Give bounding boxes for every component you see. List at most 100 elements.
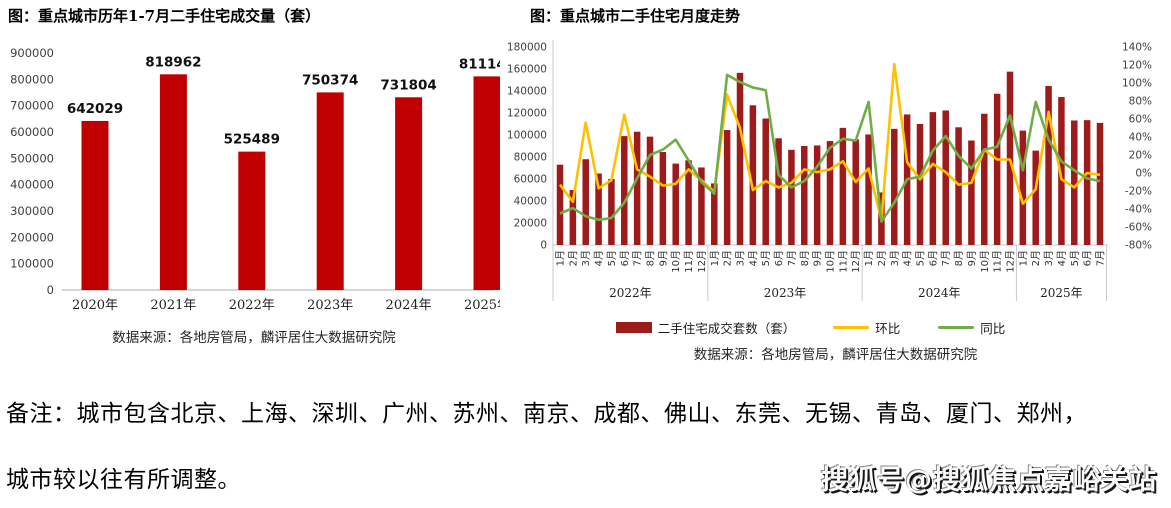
bar-2022年 — [238, 151, 266, 290]
month-tick-label: 8月 — [799, 250, 811, 266]
left-axis-tick-label: 0 — [540, 240, 547, 252]
month-bar — [621, 136, 628, 245]
month-bar — [801, 146, 808, 245]
month-tick-label: 6月 — [927, 250, 939, 266]
legend-item-mom: 环比 — [833, 318, 900, 337]
right-axis-tick-label: 140% — [1122, 42, 1152, 54]
legend-item-yoy: 同比 — [938, 318, 1005, 337]
month-tick-label: 9月 — [966, 250, 978, 266]
left-axis-tick-label: 80000 — [514, 152, 547, 164]
month-bar — [672, 163, 679, 245]
month-bar — [826, 141, 834, 245]
month-tick-label: 5月 — [760, 250, 772, 266]
month-tick-label: 4月 — [1056, 250, 1068, 266]
month-tick-label: 8月 — [953, 250, 965, 266]
month-tick-label: 3月 — [889, 250, 901, 266]
month-tick-label: 10月 — [824, 250, 836, 273]
month-bar — [929, 112, 937, 246]
month-bar — [749, 105, 757, 245]
monthly-chart-title: 图：重点城市二手住宅月度走势 — [530, 7, 741, 25]
note-line-2: 城市较以往有所调整。 — [6, 467, 241, 493]
right-axis-tick-label: 20% — [1129, 150, 1152, 162]
month-tick-label: 9月 — [812, 250, 824, 266]
month-tick-label: 12月 — [696, 250, 708, 273]
month-tick-label: 5月 — [606, 250, 618, 266]
month-tick-label: 4月 — [902, 250, 914, 266]
annual-chart-source: 数据来源：各地房管局，麟评居住大数据研究院 — [112, 330, 396, 346]
month-bar — [1096, 122, 1104, 245]
left-axis-tick-label: 180000 — [507, 42, 547, 54]
month-tick-label: 6月 — [619, 250, 631, 266]
month-tick-label: 2月 — [1030, 250, 1042, 266]
month-bar — [942, 110, 949, 245]
legend: 二手住宅成交套数（套） 环比 同比 — [500, 318, 1121, 337]
month-bar — [736, 72, 744, 245]
month-tick-label: 1月 — [555, 250, 567, 266]
bar-value-label: 818962 — [145, 54, 201, 70]
bar-2024年 — [395, 97, 423, 290]
note-line-1: 备注：城市包含北京、上海、深圳、广州、苏州、南京、成都、佛山、东莞、无锡、青岛、… — [6, 401, 1087, 427]
month-tick-label: 8月 — [644, 250, 656, 266]
x-axis-category-label: 2021年 — [150, 298, 196, 313]
month-tick-label: 10月 — [979, 250, 991, 273]
month-tick-label: 7月 — [1094, 250, 1106, 266]
annual-chart-title: 图：重点城市历年1-7月二手住宅成交量（套） — [8, 7, 321, 25]
month-bar — [1058, 97, 1065, 245]
month-tick-label: 12月 — [850, 250, 862, 273]
month-bar — [891, 128, 898, 245]
month-bar — [723, 130, 731, 245]
y-axis-tick-label: 600000 — [10, 125, 54, 139]
annual-bar-chart: 图：重点城市历年1-7月二手住宅成交量（套） 0 100000 200000 3000… — [8, 6, 500, 346]
y-axis-tick-label: 400000 — [10, 178, 54, 192]
month-bar — [646, 136, 654, 245]
x-axis-category-label: 2022年 — [229, 298, 275, 313]
right-axis-tick-label: -60% — [1125, 222, 1152, 234]
month-tick-label: 6月 — [1082, 250, 1094, 266]
right-axis-tick-label: -80% — [1125, 240, 1152, 252]
y-axis-tick-label: 700000 — [10, 99, 54, 113]
y-axis-tick-label: 300000 — [10, 204, 54, 218]
month-bar — [813, 145, 821, 245]
month-bar — [852, 139, 859, 245]
y-axis-tick-label: 200000 — [10, 230, 54, 244]
month-bar — [993, 93, 1001, 245]
right-axis-tick-label: 100% — [1122, 78, 1152, 90]
watermark: 搜狐号@搜狐焦点嘉峪关站 — [821, 465, 1157, 496]
year-group-label: 2024年 — [918, 286, 961, 300]
y-axis-tick-label: 800000 — [10, 72, 54, 86]
month-bar — [1083, 120, 1091, 245]
month-bar — [711, 183, 718, 245]
left-axis-tick-label: 60000 — [514, 174, 547, 186]
right-axis-tick-label: 120% — [1122, 60, 1152, 72]
month-bar — [698, 167, 705, 245]
year-group-label: 2025年 — [1040, 286, 1083, 300]
month-tick-label: 5月 — [1069, 250, 1081, 266]
month-bar — [595, 173, 602, 245]
month-tick-label: 1月 — [1017, 250, 1029, 266]
left-axis-tick-label: 120000 — [507, 108, 547, 120]
x-axis-category-label: 2023年 — [307, 298, 353, 313]
month-tick-label: 2月 — [876, 250, 888, 266]
left-axis-tick-label: 100000 — [507, 130, 547, 142]
right-axis-tick-label: 0% — [1135, 168, 1152, 180]
bar-value-label: 750374 — [302, 72, 358, 88]
month-tick-label: 5月 — [914, 250, 926, 266]
legend-label-mom: 环比 — [875, 321, 901, 336]
month-tick-label: 3月 — [734, 250, 746, 266]
yoy-line-swatch-icon — [938, 326, 975, 329]
bar-2020年 — [81, 120, 109, 290]
monthly-chart-plot: 0 20000 40000 60000 80000 100000 120000 140000 1… — [507, 40, 1152, 301]
bar-value-label: 731804 — [380, 77, 436, 93]
x-axis-category-label: 2020年 — [72, 298, 118, 313]
right-axis-tick-label: 60% — [1129, 114, 1152, 126]
month-tick-label: 9月 — [657, 250, 669, 266]
month-tick-label: 2月 — [722, 250, 734, 266]
right-axis-tick-label: -40% — [1125, 204, 1152, 216]
bar-series-swatch-icon — [615, 322, 652, 333]
left-axis-tick-label: 140000 — [507, 86, 547, 98]
y-axis-tick-label: 100000 — [10, 257, 54, 271]
bar-2023年 — [316, 92, 344, 290]
month-bar — [556, 164, 564, 245]
month-bar — [1032, 150, 1039, 245]
mom-line — [558, 62, 1101, 222]
